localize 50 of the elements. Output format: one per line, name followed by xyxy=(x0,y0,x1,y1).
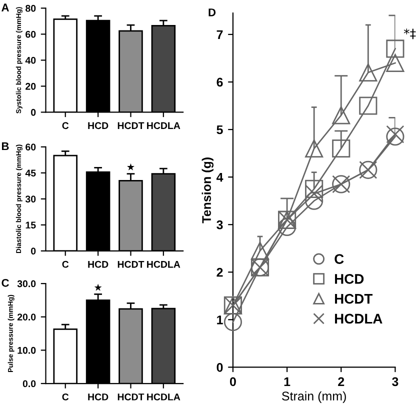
legend-label: HCDLA xyxy=(335,314,382,324)
x-tick-label: HCD xyxy=(88,122,108,130)
y-tick-label: 80 xyxy=(26,4,36,12)
y-tick-label: 1 xyxy=(217,316,223,324)
y-tick-label: 6 xyxy=(216,78,223,87)
annotation: *‡ xyxy=(404,28,416,40)
x-tick-label: C xyxy=(62,122,69,130)
y-tick-label: 3 xyxy=(216,220,223,230)
y-tick-label: 7 xyxy=(216,30,223,39)
legend-label: HCDT xyxy=(335,294,373,304)
x-tick-label: HCD xyxy=(88,394,108,400)
y-tick-label: 60 xyxy=(26,30,36,38)
y-tick-label: 0 xyxy=(31,108,36,116)
x-tick-label: HCDLA xyxy=(147,260,180,268)
y-tick-label: 2 xyxy=(216,268,223,277)
x-tick-label: HCDT xyxy=(118,122,144,130)
y-tick-label: 10.0 xyxy=(18,346,36,354)
x-tick-label: 2 xyxy=(338,377,344,386)
y-tick-label: 4 xyxy=(216,172,224,182)
x-tick-label: 3 xyxy=(392,377,398,386)
x-tick-label: HCDT xyxy=(118,394,144,400)
legend-label: HCD xyxy=(335,274,364,284)
y-axis-title: Tension (g) xyxy=(202,158,214,224)
text: B xyxy=(2,142,9,150)
y-tick-label: 5 xyxy=(216,125,223,134)
text: C xyxy=(2,278,9,287)
y-tick-label: 20.0 xyxy=(17,314,36,320)
y-tick-label: 0 xyxy=(216,363,223,372)
x-tick-label: 0 xyxy=(230,377,236,386)
x-tick-label: C xyxy=(62,260,69,268)
y-tick-label: 0.0 xyxy=(22,380,36,388)
y-tick-label: 30 xyxy=(25,196,36,203)
x-tick-label: HCD xyxy=(88,260,108,268)
y-tick-label: 0 xyxy=(31,248,36,255)
y-tick-label: 40 xyxy=(25,56,36,64)
text: A xyxy=(2,4,9,12)
x-tick-label: HCDLA xyxy=(147,122,180,130)
x-tick-label: 1 xyxy=(284,377,290,386)
text: D xyxy=(208,8,216,16)
annotation: ★ xyxy=(127,163,134,170)
y-tick-label: 20 xyxy=(26,82,36,90)
x-tick-label: HCDT xyxy=(118,260,144,268)
y-tick-label: 60 xyxy=(26,144,36,150)
y-tick-label: 30.0 xyxy=(17,280,36,288)
y-tick-label: 15 xyxy=(26,222,36,229)
x-tick-label: HCDLA xyxy=(147,394,180,400)
y-tick-label: 45 xyxy=(25,170,36,177)
annotation: ★ xyxy=(94,284,102,291)
x-tick-label: C xyxy=(62,394,69,400)
x-axis-title: Strain (mm) xyxy=(282,391,346,403)
